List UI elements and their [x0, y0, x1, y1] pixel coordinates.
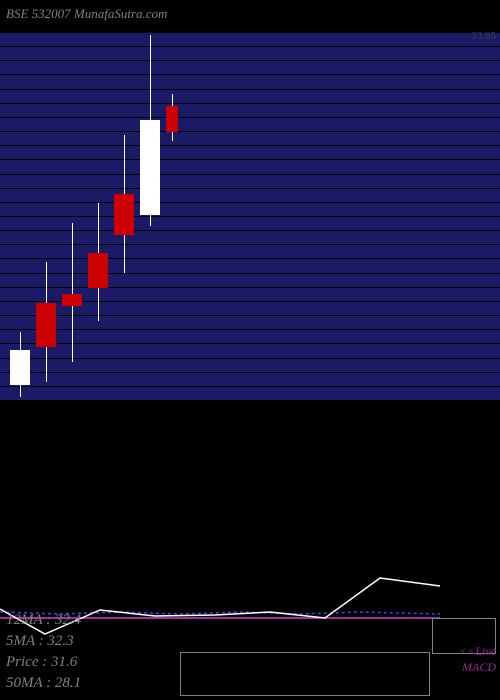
grid-line	[0, 174, 500, 175]
grid-line	[0, 202, 500, 203]
ticker-label: BSE 532007	[6, 6, 71, 21]
grid-line	[0, 216, 500, 217]
grid-line	[0, 273, 500, 274]
grid-line	[0, 230, 500, 231]
grid-line	[0, 60, 500, 61]
source-label: MunafaSutra.com	[74, 6, 168, 21]
grid-line	[0, 343, 500, 344]
grid-line	[0, 46, 500, 47]
grid-line	[0, 159, 500, 160]
grid-line	[0, 287, 500, 288]
candle-body	[166, 106, 178, 132]
grid-line	[0, 188, 500, 189]
grid-line	[0, 258, 500, 259]
top-price-label: 33.05	[471, 30, 496, 42]
info-box: 12MA : 32.4 5MA : 32.3 Price : 31.6 50MA…	[6, 610, 81, 694]
candle-wick	[72, 223, 73, 361]
grid-line	[0, 315, 500, 316]
ma50-label: 50MA : 28.1	[6, 673, 81, 694]
grid-line	[0, 329, 500, 330]
candle-body	[62, 294, 82, 306]
ma5-label: 5MA : 32.3	[6, 631, 81, 652]
grid-line	[0, 131, 500, 132]
grid-line	[0, 244, 500, 245]
candle-body	[88, 253, 108, 288]
grid-line	[0, 32, 500, 33]
grid-line	[0, 386, 500, 387]
macd-live-label: MACD	[462, 660, 496, 675]
grid-line	[0, 117, 500, 118]
candle-body	[140, 120, 160, 214]
price-label: Price : 31.6	[6, 652, 81, 673]
grid-line	[0, 74, 500, 75]
ma12-label: 12MA : 32.4	[6, 610, 81, 631]
grid-line	[0, 89, 500, 90]
candle-body	[36, 303, 56, 347]
grid-line	[0, 145, 500, 146]
candle-body	[10, 350, 30, 385]
grid-line	[0, 103, 500, 104]
histogram-box	[180, 652, 430, 696]
chart-header: BSE 532007 MunafaSutra.com	[6, 6, 167, 22]
grid-line	[0, 372, 500, 373]
price-panel	[0, 32, 500, 400]
macd-live-label: <<Live	[459, 644, 496, 659]
grid-line	[0, 358, 500, 359]
candle-body	[114, 194, 134, 235]
